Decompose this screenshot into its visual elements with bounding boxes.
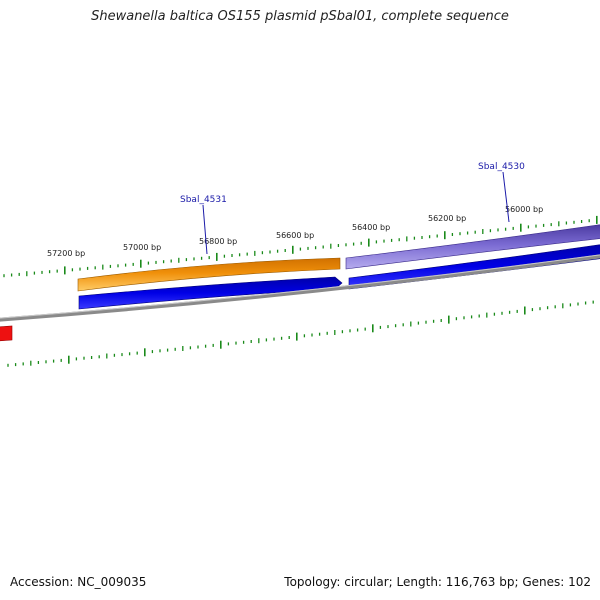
gene-label-leader-sbal-4531 xyxy=(202,204,208,255)
scale-tick-track-upper xyxy=(3,215,598,278)
gene-label-sbal-4530[interactable]: Sbal_4530 xyxy=(478,162,525,172)
gene-feature-sbal-4530[interactable] xyxy=(345,224,600,270)
scale-tick-track-lower xyxy=(7,300,594,367)
plasmid-backbone-highlight xyxy=(0,254,600,319)
tick-label-56200: 56200 bp xyxy=(428,214,466,223)
tick-label-56000: 56000 bp xyxy=(505,205,543,214)
plasmid-backbone xyxy=(0,254,600,322)
gene-label-sbal-4531[interactable]: Sbal_4531 xyxy=(180,195,227,205)
cds-feature-inner-left[interactable] xyxy=(78,276,343,310)
map-title: Shewanella baltica OS155 plasmid pSbal01… xyxy=(91,9,509,24)
gene-label-leader-sbal-4530 xyxy=(502,171,510,223)
tick-label-57000: 57000 bp xyxy=(123,243,161,252)
tick-label-56600: 56600 bp xyxy=(276,231,314,240)
accession-label: Accession: NC_009035 xyxy=(10,575,147,589)
tick-label-56400: 56400 bp xyxy=(352,223,390,232)
tick-label-57200: 57200 bp xyxy=(47,249,85,258)
gene-feature-sbal-4531[interactable] xyxy=(77,257,341,292)
sequence-summary: Topology: circular; Length: 116,763 bp; … xyxy=(284,575,591,589)
feature-red-partial[interactable] xyxy=(0,325,13,342)
tick-label-56800: 56800 bp xyxy=(199,237,237,246)
